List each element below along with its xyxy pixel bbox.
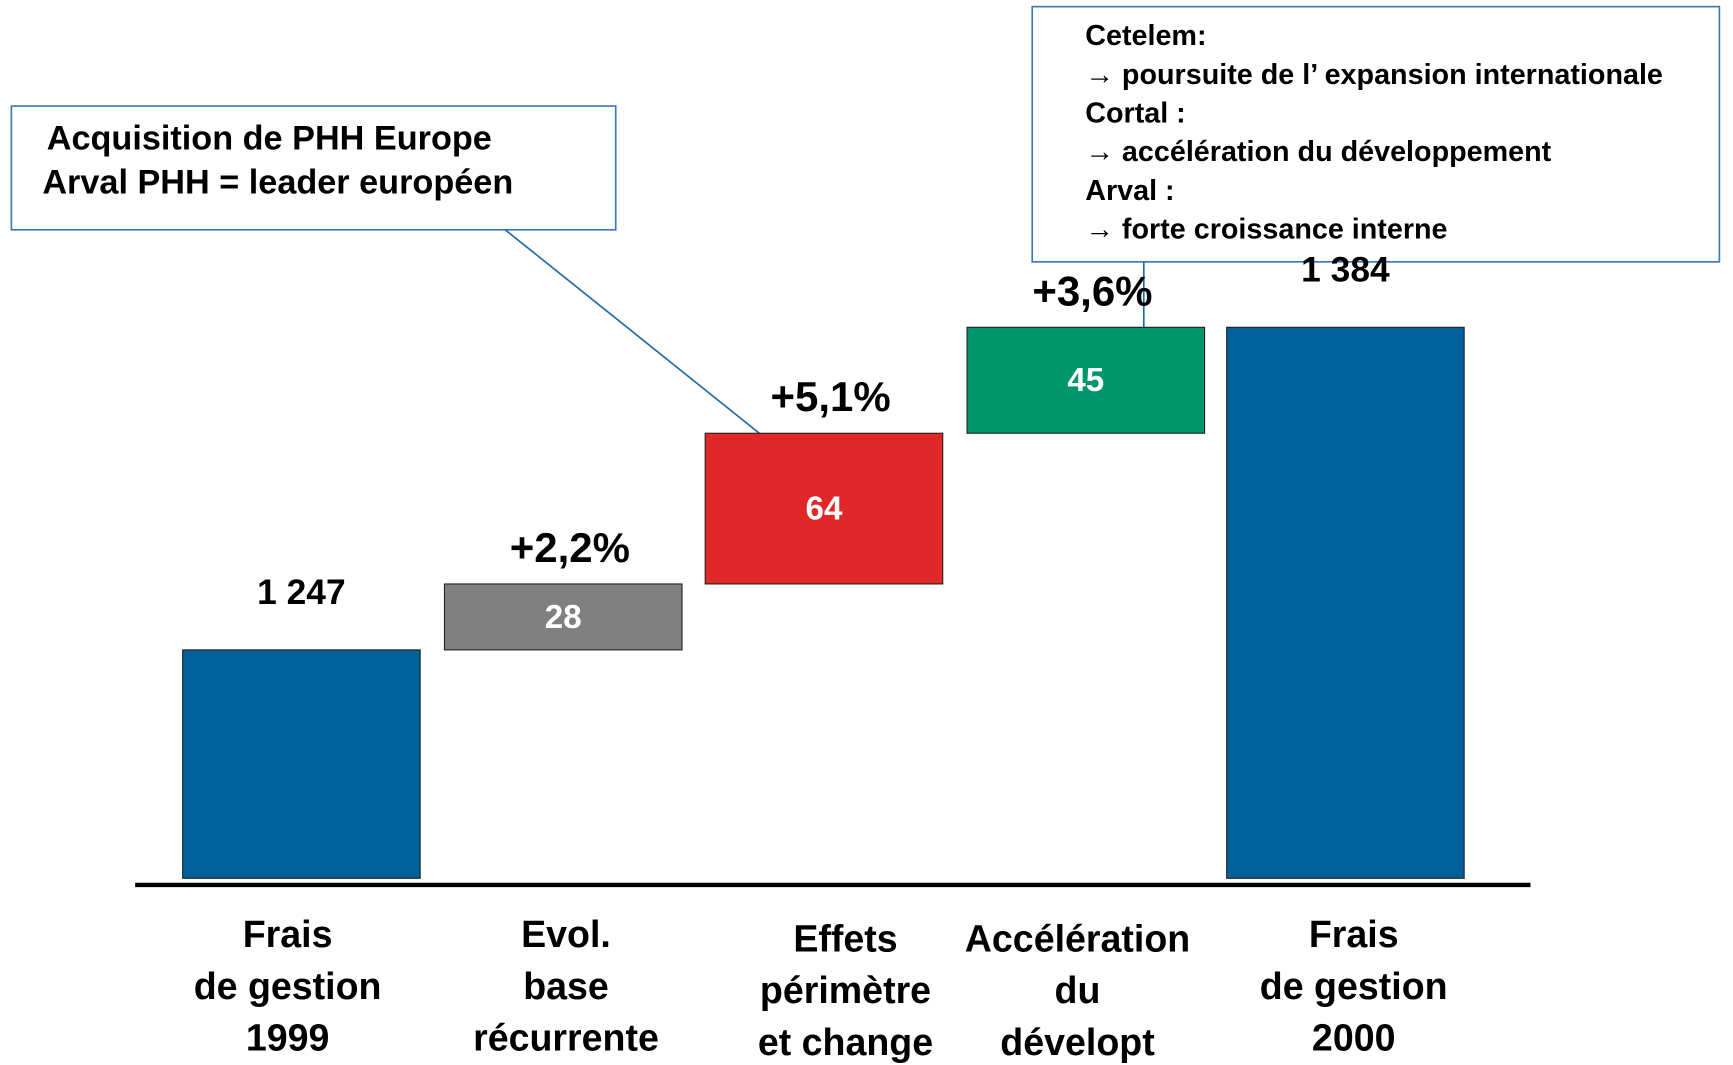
x-tick-label: Accélération du dévelopt	[965, 917, 1190, 1063]
change-label: +5,1%	[771, 373, 891, 420]
annotation-box	[10, 105, 617, 231]
annotation-text: → forte croissance interne	[1085, 213, 1447, 245]
annotation-arrow	[504, 229, 807, 471]
bar	[443, 583, 683, 651]
bar	[966, 326, 1206, 434]
change-label: +3,6%	[1032, 267, 1152, 314]
value-label: 1 247	[257, 573, 345, 612]
annotation-text: Cetelem:	[1085, 20, 1206, 52]
change-label: +2,2%	[510, 524, 630, 571]
annotation-text: → accélération du développement	[1085, 136, 1551, 168]
annotation-text: Arval PHH = leader européen	[42, 164, 513, 202]
x-tick-label: Effets périmètre et change	[758, 917, 933, 1063]
annotation-text: → poursuite de l’ expansion internationa…	[1085, 59, 1663, 91]
bar	[182, 649, 421, 879]
bar	[704, 432, 944, 585]
value-label: 28	[545, 599, 582, 636]
annotation-text: Cortal :	[1085, 97, 1186, 129]
value-label: 1 384	[1301, 250, 1390, 289]
annotation-box	[1031, 5, 1721, 263]
x-tick-label: Evol. base récurrente	[473, 913, 659, 1059]
x-tick-label: Frais de gestion 1999	[194, 913, 382, 1059]
bar	[1226, 326, 1465, 879]
annotation-text: Arval :	[1085, 175, 1174, 207]
annotation-text: Acquisition de PHH Europe	[47, 119, 492, 157]
value-label: 45	[1067, 362, 1104, 399]
value-label: 64	[806, 491, 843, 528]
x-tick-label: Frais de gestion 2000	[1260, 913, 1448, 1059]
